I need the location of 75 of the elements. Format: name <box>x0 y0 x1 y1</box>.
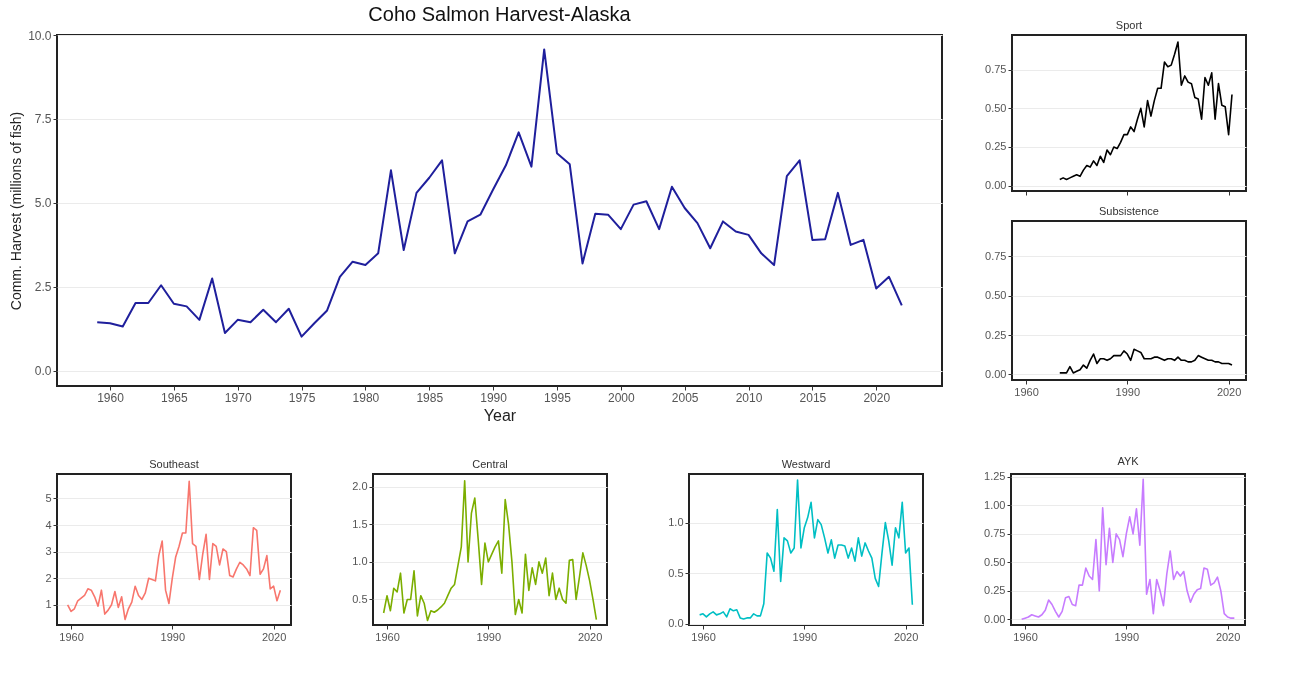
chart-title: Sport <box>1115 19 1143 31</box>
line-series <box>96 48 903 338</box>
y-tick-label: 0.25 <box>985 328 1007 341</box>
x-tick-label: 2020 <box>893 630 919 643</box>
x-tick-label: 2000 <box>607 390 635 405</box>
x-tick-label: 2020 <box>261 630 287 643</box>
line-series <box>1058 348 1233 374</box>
x-tick-label: 1990 <box>1114 630 1140 643</box>
line-series <box>1058 41 1233 181</box>
x-tick-label: 2020 <box>577 630 603 643</box>
x-tick-label: 2020 <box>1216 385 1242 398</box>
x-tick-label: 1985 <box>416 390 444 405</box>
x-tick-label: 2015 <box>799 390 827 405</box>
x-tick-label: 1960 <box>1013 630 1038 643</box>
y-tick-label: 0.50 <box>984 555 1006 568</box>
x-tick-label: 2005 <box>671 390 699 405</box>
y-tick-label: 0.00 <box>985 179 1007 192</box>
x-tick-label: 1975 <box>288 390 316 405</box>
line-series <box>698 479 914 620</box>
y-tick-label: 0.75 <box>985 249 1007 262</box>
chart-title: AYK <box>1117 454 1140 467</box>
y-tick-label: 1 <box>45 598 52 611</box>
x-tick-label: 1990 <box>160 630 186 643</box>
line-series <box>1020 478 1236 621</box>
y-tick-label: 1.00 <box>984 498 1006 511</box>
x-tick-label: 2010 <box>735 390 763 405</box>
y-tick-label: 1.0 <box>352 555 368 568</box>
y-tick-label: 10.0 <box>28 28 52 43</box>
y-tick-label: 2 <box>45 571 52 584</box>
x-axis-title: Year <box>483 406 517 424</box>
y-tick-label: 7.5 <box>34 112 52 127</box>
x-tick-label: 1970 <box>224 390 252 405</box>
y-tick-label: 2.0 <box>352 480 368 493</box>
y-tick-label: 0.25 <box>985 140 1007 153</box>
x-tick-label: 1960 <box>97 390 125 405</box>
x-tick-label: 1990 <box>792 630 818 643</box>
y-tick-label: 0.75 <box>985 63 1007 76</box>
x-tick-label: 2020 <box>1215 630 1241 643</box>
y-tick-label: 2.5 <box>34 280 52 295</box>
x-tick-label: 1960 <box>1014 385 1039 398</box>
y-tick-label: 3 <box>45 545 52 558</box>
y-tick-label: 1.5 <box>352 517 368 530</box>
y-tick-label: 0.5 <box>668 566 684 579</box>
y-tick-label: 0.00 <box>985 367 1007 380</box>
x-tick-label: 1960 <box>691 630 716 643</box>
y-tick-label: 5.0 <box>34 196 52 211</box>
x-tick-label: 2020 <box>863 390 891 405</box>
chart-title: Southeast <box>149 458 199 470</box>
x-tick-label: 1965 <box>161 390 189 405</box>
chart-title: Coho Salmon Harvest-Alaska <box>368 3 632 25</box>
y-axis-title: Comm. Harvest (millions of fish) <box>8 111 25 311</box>
y-tick-label: 1.0 <box>668 516 684 529</box>
y-tick-label: 0.00 <box>984 612 1006 625</box>
y-tick-label: 0.75 <box>984 527 1006 540</box>
line-series <box>66 480 282 621</box>
x-tick-label: 1960 <box>375 630 400 643</box>
chart-title: Central <box>472 458 508 470</box>
y-tick-label: 0.0 <box>668 617 684 630</box>
x-tick-label: 1995 <box>544 390 572 405</box>
y-tick-label: 0.50 <box>985 289 1007 302</box>
y-tick-label: 0.25 <box>984 584 1006 597</box>
x-tick-label: 1960 <box>59 630 84 643</box>
x-tick-label: 1990 <box>480 390 508 405</box>
y-tick-label: 0.5 <box>352 592 368 605</box>
chart-title: Subsistence <box>1099 205 1159 217</box>
x-tick-label: 1980 <box>352 390 380 405</box>
x-tick-label: 1990 <box>476 630 502 643</box>
y-tick-label: 0.50 <box>985 101 1007 114</box>
x-tick-label: 1990 <box>1115 385 1141 398</box>
y-tick-label: 1.25 <box>984 470 1006 483</box>
y-tick-label: 0.0 <box>34 364 52 379</box>
y-tick-label: 5 <box>45 491 52 504</box>
chart-title: Westward <box>781 458 831 470</box>
y-tick-label: 4 <box>45 518 52 531</box>
line-series <box>382 479 598 622</box>
